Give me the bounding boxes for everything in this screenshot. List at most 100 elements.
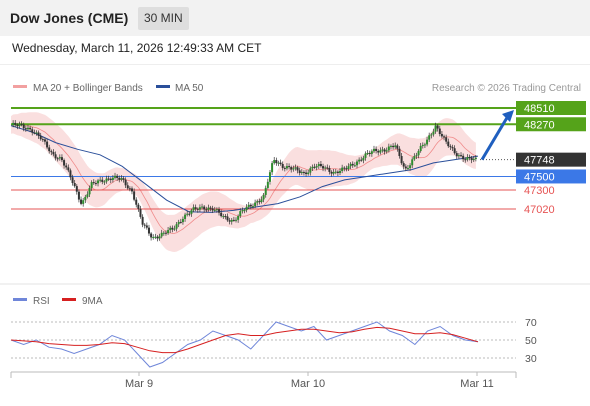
candle-body <box>317 164 320 167</box>
candle-body <box>205 209 208 211</box>
candle-body <box>69 170 72 178</box>
timeframe-badge[interactable]: 30 MIN <box>138 7 189 30</box>
chart-panel: MA 20 + Bollinger Bands MA 50 Research ©… <box>0 64 590 401</box>
candle-body <box>41 139 44 141</box>
candle-body <box>90 182 93 188</box>
candle-body <box>65 165 68 168</box>
candle-body <box>35 132 38 134</box>
candle-body <box>156 236 159 239</box>
candle-body <box>56 158 59 160</box>
candle-body <box>181 218 184 223</box>
candle-body <box>411 159 414 166</box>
candle-body <box>313 166 316 168</box>
candle-body <box>438 128 441 134</box>
candle-body <box>285 166 288 169</box>
rsi-tick-label: 70 <box>525 317 537 329</box>
candle-body <box>449 146 452 148</box>
candle-body <box>22 124 25 129</box>
candle-body <box>86 194 89 197</box>
candle-body <box>322 166 325 169</box>
candle-body <box>417 151 420 156</box>
candle-body <box>130 188 133 192</box>
candle-body <box>385 150 388 152</box>
candle-body <box>147 227 150 234</box>
ma20-line <box>10 123 477 234</box>
candle-body <box>118 177 121 180</box>
candle-body <box>37 132 40 136</box>
candle-body <box>292 168 295 170</box>
candle-body <box>154 236 157 238</box>
candle-body <box>273 160 276 164</box>
candle-body <box>247 204 250 207</box>
candle-body <box>404 166 407 169</box>
resistance-level-label: 48510 <box>524 103 555 115</box>
candle-body <box>271 163 274 173</box>
chart-header: Dow Jones (CME) 30 MIN <box>0 0 590 36</box>
candle-body <box>430 134 433 136</box>
x-axis-tick-label: Mar 10 <box>291 378 325 390</box>
candle-body <box>347 166 350 170</box>
candle-body <box>332 171 335 174</box>
candle-body <box>184 214 187 219</box>
candle-body <box>445 137 448 142</box>
support-level-label: 47020 <box>524 204 555 216</box>
candle-body <box>428 135 431 140</box>
candle-body <box>245 206 248 211</box>
candle-body <box>309 168 312 173</box>
candle-body <box>80 199 83 204</box>
9ma-line <box>10 326 479 354</box>
candle-body <box>460 155 463 157</box>
candle-body <box>218 209 221 213</box>
candle-body <box>326 167 329 169</box>
candle-body <box>77 191 80 200</box>
bollinger-legend-swatch <box>13 85 27 88</box>
candle-body <box>421 144 424 146</box>
candle-body <box>341 167 344 171</box>
candle-body <box>228 220 231 222</box>
resistance-level-tag <box>516 101 586 115</box>
candle-body <box>468 157 471 159</box>
candle-body <box>258 201 261 203</box>
candle-body <box>31 129 34 133</box>
candle-body <box>343 167 346 169</box>
candle-body <box>311 166 314 169</box>
credit-label: Research © 2026 Trading Central <box>432 83 581 94</box>
candle-body <box>381 149 384 151</box>
candle-body <box>464 159 467 161</box>
candle-body <box>370 151 373 154</box>
bollinger-band <box>11 112 476 252</box>
candle-body <box>254 202 257 207</box>
candle-body <box>203 206 206 210</box>
candle-body <box>392 145 395 148</box>
candle-body <box>52 152 55 155</box>
candle-body <box>111 177 114 181</box>
candle-body <box>194 207 197 209</box>
candle-body <box>351 163 354 166</box>
candle-body <box>413 156 416 160</box>
candle-body <box>260 199 263 202</box>
candle-body <box>345 168 348 170</box>
candle-body <box>29 127 32 130</box>
candle-body <box>360 159 363 161</box>
candle-body <box>128 188 131 190</box>
candle-body <box>237 216 240 220</box>
candle-body <box>349 163 352 167</box>
candle-body <box>415 155 418 157</box>
price-chart: MA 20 + Bollinger Bands MA 50 Research ©… <box>0 83 590 390</box>
candle-body <box>330 171 333 174</box>
candle-body <box>211 208 214 211</box>
rsi-legend-swatch <box>13 298 27 301</box>
candle-body <box>394 145 397 148</box>
candle-body <box>107 178 110 180</box>
candle-body <box>279 162 282 164</box>
candle-body <box>389 145 392 147</box>
candle-body <box>379 150 382 153</box>
candle-body <box>372 148 375 152</box>
candle-body <box>158 236 161 239</box>
candle-body <box>375 148 378 151</box>
candle-body <box>196 208 199 210</box>
candle-body <box>230 219 233 222</box>
candle-body <box>366 153 369 155</box>
candle-body <box>451 147 454 149</box>
candle-body <box>137 204 140 209</box>
